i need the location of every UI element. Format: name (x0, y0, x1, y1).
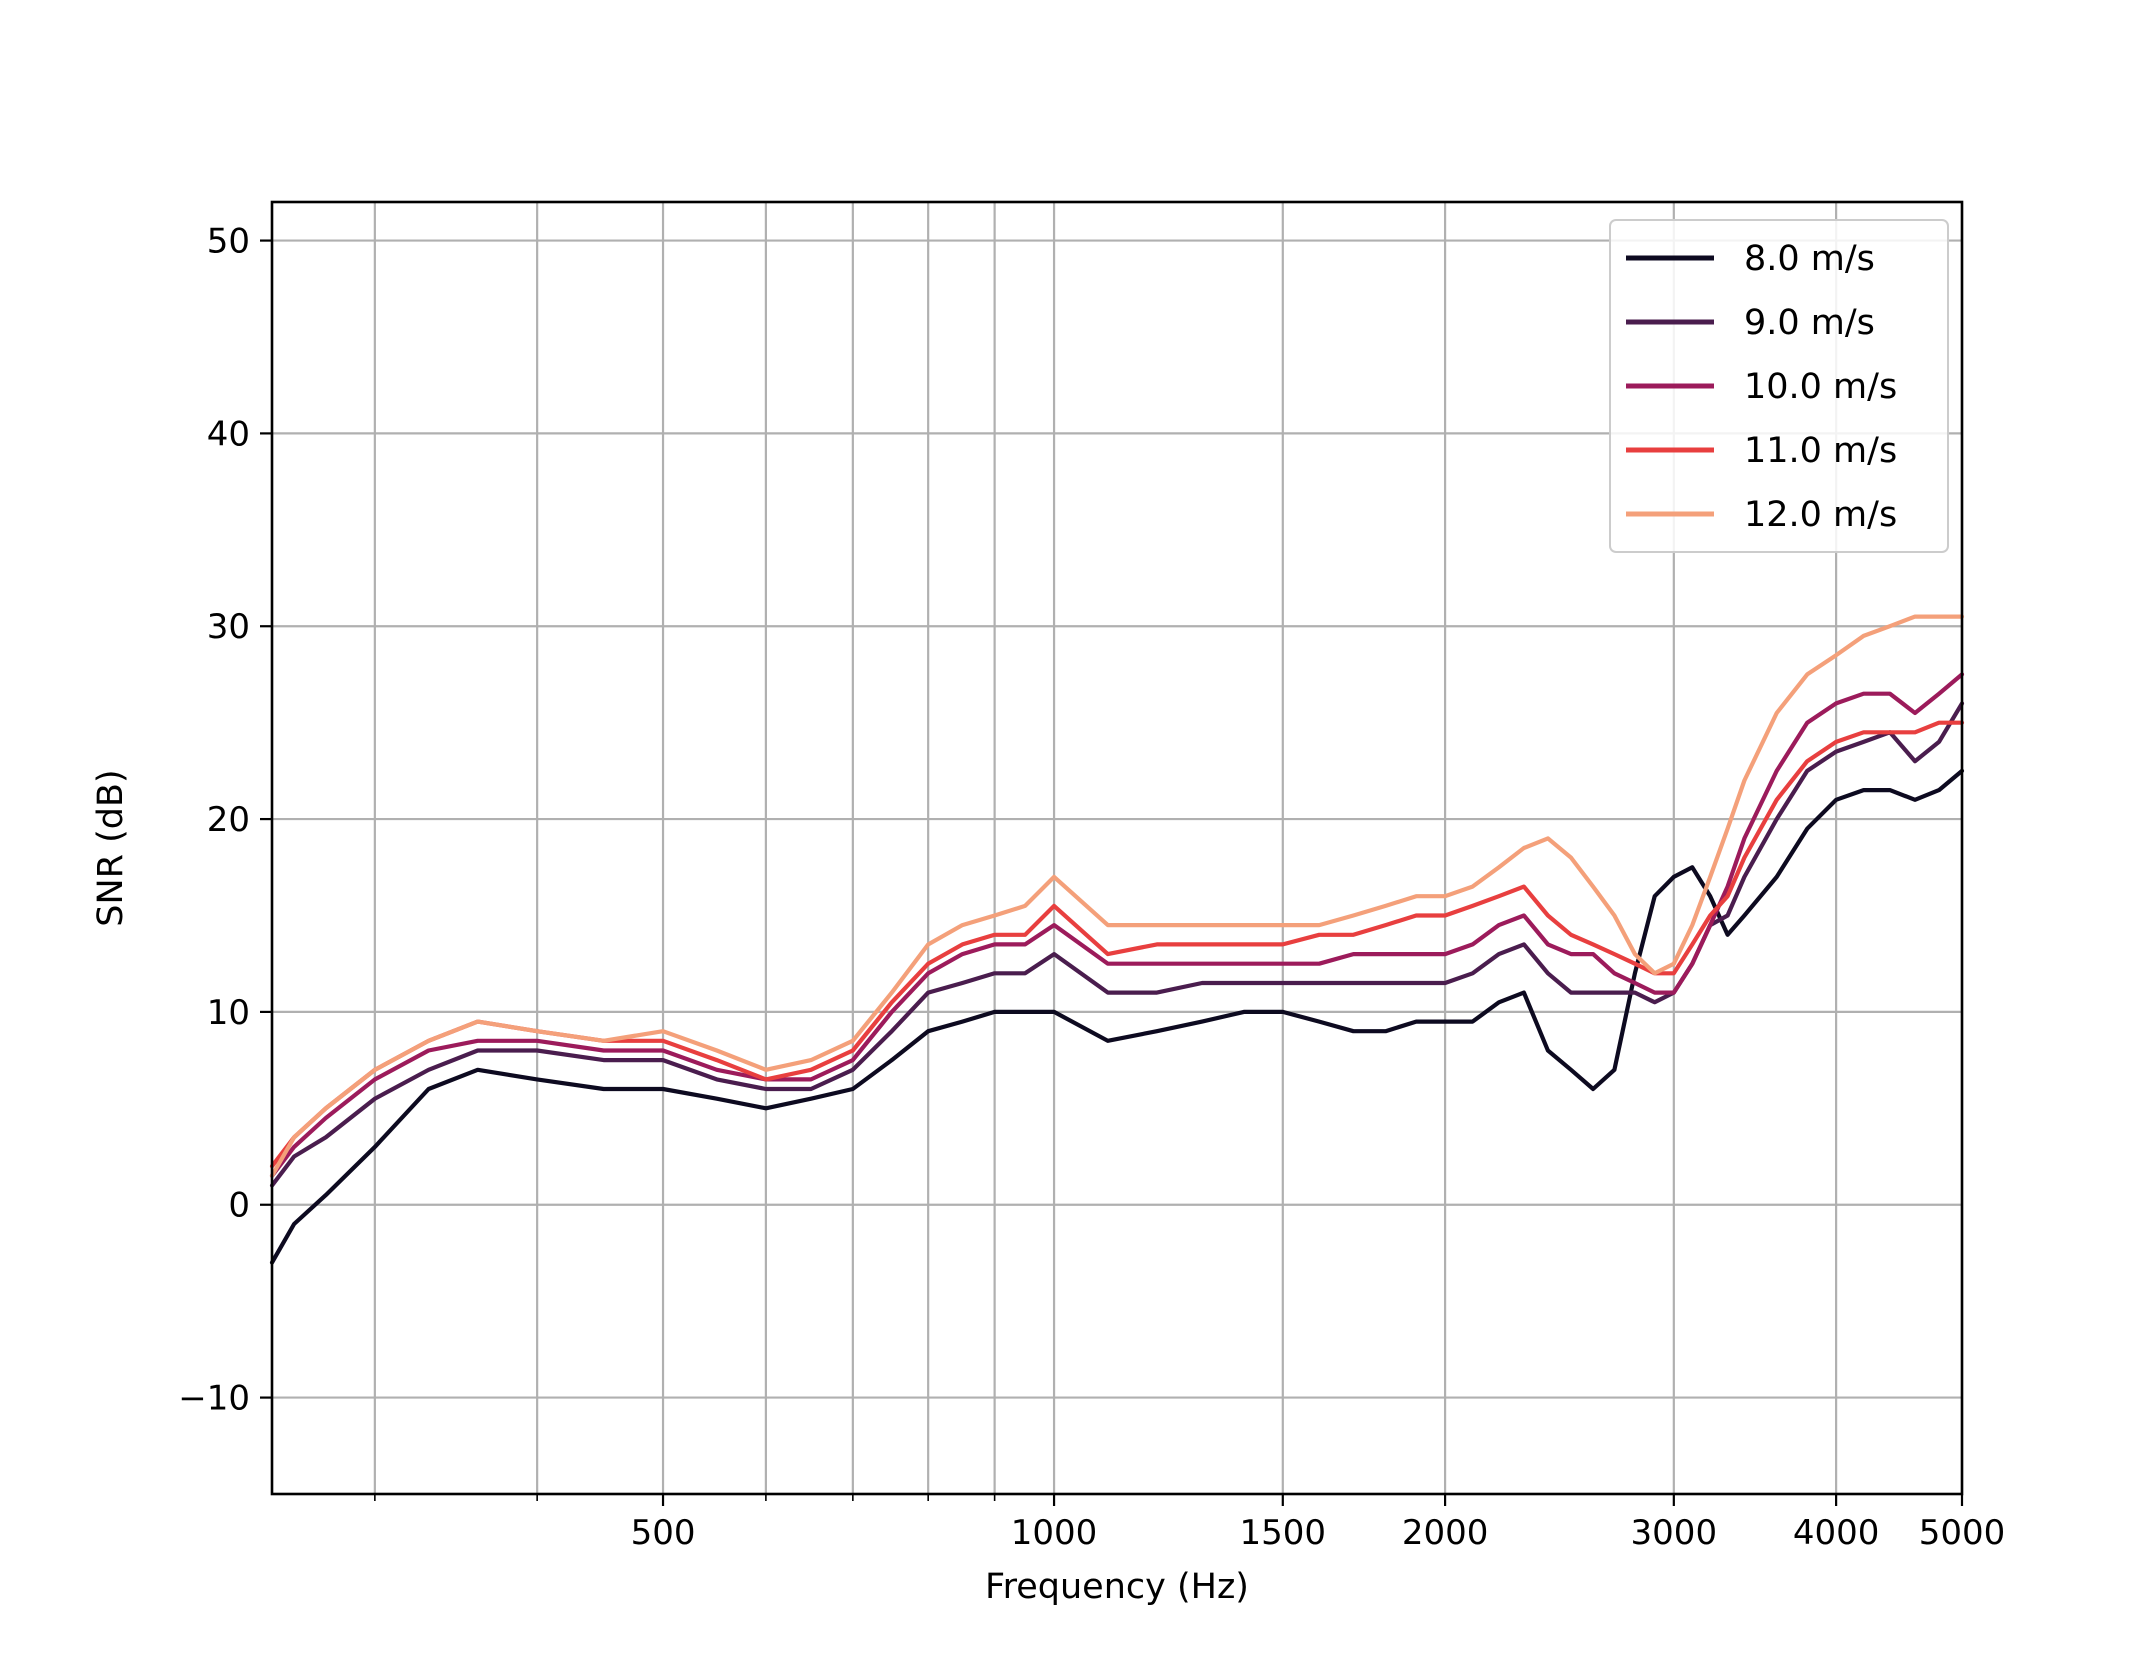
series-line (269, 720, 1965, 1169)
y-tick-label: 20 (207, 800, 250, 840)
x-tick-label: 1000 (1011, 1513, 1098, 1553)
y-tick-label: 30 (207, 607, 250, 647)
x-tick-label: 5000 (1919, 1513, 2006, 1553)
legend: 8.0 m/s 9.0 m/s 10.0 m/s 11.0 m/s 12.0 m/s (1609, 219, 1949, 553)
x-tick-label: 500 (631, 1513, 696, 1553)
series-line (269, 701, 1965, 1188)
plot-frame (270, 200, 1964, 1496)
legend-label: 8.0 m/s (1744, 239, 1875, 279)
legend-label: 10.0 m/s (1744, 367, 1897, 407)
y-tick-label: 50 (207, 222, 250, 262)
legend-label: 11.0 m/s (1744, 431, 1897, 471)
x-axis-label: Frequency (Hz) (985, 1567, 1249, 1607)
legend-frame (1609, 219, 1949, 553)
legend-label: 12.0 m/s (1744, 495, 1897, 535)
y-axis-label: SNR (dB) (91, 769, 131, 926)
y-tick-label: 0 (228, 1186, 250, 1226)
x-tick-label: 4000 (1793, 1513, 1880, 1553)
y-tick-label: 40 (207, 414, 250, 454)
axis-ticks: 500 1000 1500 2000 3000 4000 5000 −10 0 10 20 30 40 5… (178, 222, 2005, 1553)
series-line (269, 614, 1965, 1178)
y-tick-label: 10 (207, 993, 250, 1033)
y-tick-label: −10 (178, 1379, 250, 1419)
series-line (269, 672, 1965, 1178)
x-tick-label: 3000 (1631, 1513, 1718, 1553)
series-lines (269, 614, 1965, 1265)
legend-label: 9.0 m/s (1744, 303, 1875, 343)
x-tick-label: 1500 (1240, 1513, 1327, 1553)
x-tick-label: 2000 (1402, 1513, 1489, 1553)
series-line (269, 768, 1965, 1265)
